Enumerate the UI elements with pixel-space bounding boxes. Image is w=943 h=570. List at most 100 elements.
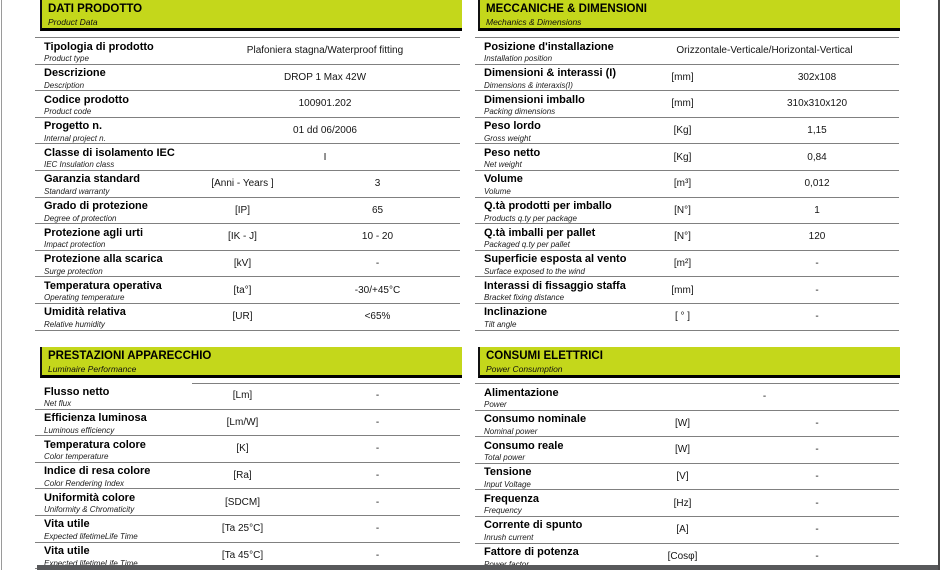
section-subtitle: Product Data (48, 17, 98, 27)
row-label-cell: Classe di isolamento IEC IEC Insulation c… (35, 144, 190, 170)
row-label-cell: Interassi di fissaggio staffa Bracket fix… (475, 277, 630, 303)
row-sublabel: Dimensions & interaxis(I) (484, 80, 573, 90)
row-sublabel: Impact protection (44, 240, 106, 250)
row-value: - (815, 444, 819, 456)
row-label: Consumo nominale (484, 413, 587, 426)
row-label: Tipologia di prodotto (44, 40, 154, 53)
row-unit: [Ta 45°C] (221, 549, 264, 561)
row-label: Vita utile (44, 518, 90, 531)
row-value: - (375, 390, 380, 402)
row-sublabel: Uniformity & Chromaticity (44, 505, 135, 515)
table-row: Inclinazione Tilt angle [ ° ] - (475, 304, 899, 331)
row-sublabel: Frequency (484, 506, 522, 516)
row-label-cell: Vita utile Expected lifetimeLife Time (35, 543, 190, 569)
row-sublabel: Bracket fixing distance (484, 293, 565, 303)
row-label-cell: Temperatura operativa Operating temperatu… (35, 277, 190, 303)
row-label-cell: Uniformità colore Uniformity & Chromatici… (35, 489, 190, 515)
row-label: Peso netto (484, 146, 541, 159)
row-sublabel: Input Voltage (484, 479, 531, 489)
row-label-cell: Progetto n. Internal project n. (35, 118, 190, 144)
luminaire-performance-table: Flusso netto Net flux [Lm] - Efficienza lumi… (35, 383, 460, 570)
section-title: CONSUMI ELETTRICI (486, 350, 603, 362)
row-label-cell: Alimentazione Power (475, 384, 630, 410)
row-sublabel: Relative humidity (44, 319, 105, 329)
row-label: Indice di resa colore (44, 465, 151, 478)
row-label-cell: Frequenza Frequency (475, 490, 630, 516)
row-sublabel: Description (44, 80, 85, 90)
row-label-cell: Peso lordo Gross weight (475, 118, 630, 144)
row-value: - (815, 417, 819, 429)
table-row: Alimentazione Power - (475, 384, 899, 411)
table-row: Peso netto Net weight [Kg] 0,84 (475, 144, 899, 171)
row-unit: [Ta 25°C] (221, 523, 264, 535)
row-label-cell: Tensione Input Voltage (475, 464, 630, 490)
row-label-cell: Codice prodotto Product code (35, 91, 190, 117)
row-label-cell: Dimensioni imballo Packing dimensions (475, 91, 630, 117)
row-sublabel: Color temperature (44, 452, 109, 462)
table-row: Peso lordo Gross weight [Kg] 1,15 (475, 118, 899, 145)
row-label: Flusso netto (44, 385, 110, 398)
row-value: - (815, 311, 819, 323)
row-label: Q.tà prodotti per imballo (484, 200, 612, 213)
row-label-cell: Temperatura colore Color temperature (35, 436, 190, 462)
row-label-cell: Garanzia standard Standard warranty (35, 171, 190, 197)
row-sublabel: Standard warranty (44, 186, 110, 196)
table-row: Interassi di fissaggio staffa Bracket fix… (475, 277, 899, 304)
row-sublabel: Power (484, 400, 507, 409)
section-title: DATI PRODOTTO (48, 3, 143, 15)
row-unit: [IK - J] (228, 231, 257, 243)
table-row: Posizione d'installazione Installation po… (475, 38, 899, 65)
row-unit: [m²] (673, 258, 692, 270)
row-label-cell: Consumo nominale Nominal power (475, 411, 630, 437)
row-value: - (815, 524, 819, 536)
row-label: Progetto n. (44, 120, 103, 133)
mechanics-dimensions-table: Posizione d'installazione Installation po… (475, 37, 899, 331)
table-row: Volume Volume [m³] 0,012 (475, 171, 899, 198)
row-value: - (375, 416, 380, 428)
row-label: Codice prodotto (44, 93, 129, 106)
row-value: 310x310x120 (786, 98, 848, 110)
row-value: 3 (374, 178, 381, 190)
row-value: - (375, 496, 380, 508)
row-sublabel: Surface exposed to the wind (484, 266, 585, 276)
row-unit: [W] (675, 444, 690, 456)
page-left-border (1, 0, 2, 570)
row-label: Temperatura colore (44, 438, 146, 451)
row-label: Superficie esposta al vento (484, 253, 627, 266)
power-consumption-table: Alimentazione Power - Consumo nominale Nomin… (475, 383, 899, 570)
row-sublabel: Installation position (484, 54, 553, 63)
section-subtitle: Luminaire Performance (48, 364, 137, 374)
row-unit: [UR] (232, 311, 253, 323)
row-sublabel: Product type (44, 54, 89, 63)
row-label: Temperatura operativa (44, 279, 162, 292)
table-row: Uniformità colore Uniformity & Chromatici… (35, 489, 460, 516)
table-row: Codice prodotto Product code 100901.202 (35, 91, 460, 118)
section-subtitle: Power Consumption (486, 364, 563, 374)
section-header-meccaniche-dimensioni: MECCANICHE & DIMENSIONI Mechanics & Dime… (478, 0, 900, 31)
row-sublabel: Products q.ty per package (484, 213, 577, 223)
row-label: Volume (484, 173, 523, 186)
row-sublabel: Expected lifetimeLife Time (44, 531, 138, 541)
row-unit: [A] (676, 524, 689, 536)
row-unit: [SDCM] (225, 496, 260, 508)
row-label-cell: Tipologia di prodotto Product type (35, 38, 190, 64)
row-sublabel: Gross weight (484, 133, 531, 143)
row-sublabel: IEC Insulation class (44, 160, 115, 170)
row-label-cell: Corrente di spunto Inrush current (475, 517, 630, 543)
row-label: Dimensioni imballo (484, 93, 585, 106)
section-header-prestazioni-apparecchio: PRESTAZIONI APPARECCHIO Luminaire Perfor… (40, 347, 462, 378)
table-row: Consumo nominale Nominal power [W] - (475, 411, 899, 438)
row-unit: [N°] (674, 204, 691, 216)
row-label-cell: Efficienza luminosa Luminous efficiency (35, 410, 190, 436)
row-sublabel: Net weight (484, 160, 522, 170)
row-value: - (375, 470, 380, 482)
row-unit: [ ° ] (674, 311, 691, 323)
table-row: Garanzia standard Standard warranty [Anni … (35, 171, 460, 198)
page-right-border (938, 0, 940, 570)
table-row: Dimensioni & interassi (I) Dimensions & i… (475, 65, 899, 92)
row-sublabel: Tilt angle (484, 319, 517, 329)
table-row: Dimensioni imballo Packing dimensions [mm]… (475, 91, 899, 118)
row-value: - (815, 550, 819, 562)
row-label-cell: Q.tà prodotti per imballo Products q.ty p… (475, 198, 630, 224)
